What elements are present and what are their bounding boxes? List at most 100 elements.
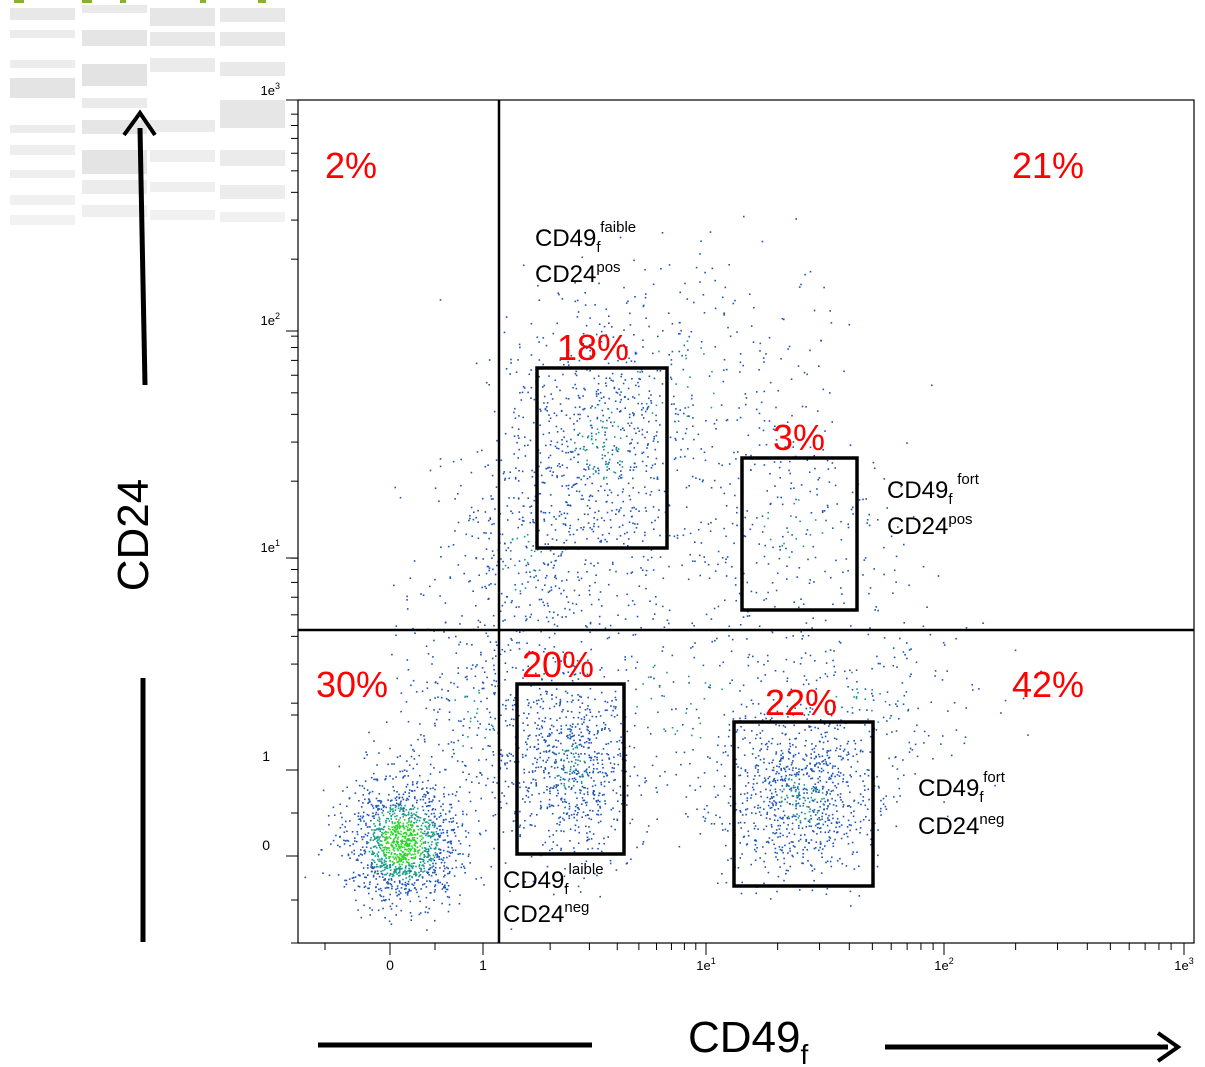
- event-dot: [812, 617, 814, 619]
- event-dot: [517, 359, 519, 361]
- event-dot: [597, 375, 600, 377]
- event-dot: [397, 821, 399, 823]
- event-dot: [450, 741, 453, 743]
- event-dot: [492, 614, 495, 617]
- event-dot: [558, 732, 561, 735]
- event-dot: [579, 397, 581, 399]
- event-dot: [798, 732, 801, 735]
- event-dot: [699, 833, 702, 835]
- event-dot: [577, 826, 580, 828]
- event-dot: [937, 575, 940, 577]
- event-dot: [626, 804, 628, 806]
- event-dot: [782, 834, 784, 837]
- event-dot: [406, 842, 409, 845]
- event-dot: [773, 800, 775, 802]
- event-dot: [790, 688, 793, 691]
- event-dot: [322, 872, 324, 874]
- event-dot: [795, 819, 797, 821]
- event-dot: [845, 781, 848, 783]
- event-dot: [476, 734, 479, 736]
- event-dot: [772, 780, 774, 783]
- event-dot: [388, 849, 391, 852]
- event-dot: [771, 826, 773, 828]
- event-dot: [582, 498, 584, 500]
- event-dot: [683, 528, 686, 530]
- event-dot: [846, 835, 849, 838]
- event-dot: [411, 790, 414, 792]
- event-dot: [618, 739, 621, 742]
- event-dot: [768, 837, 771, 839]
- event-dot: [405, 848, 407, 851]
- event-dot: [783, 767, 785, 770]
- event-dot: [781, 846, 784, 849]
- event-dot: [854, 748, 857, 750]
- event-dot: [603, 445, 606, 447]
- event-dot: [468, 791, 471, 794]
- event-dot: [815, 434, 818, 437]
- event-dot: [392, 846, 394, 848]
- event-dot: [580, 641, 583, 643]
- event-dot: [557, 784, 559, 786]
- event-dot: [848, 323, 851, 326]
- event-dot: [544, 768, 547, 770]
- event-dot: [802, 802, 805, 805]
- event-dot: [893, 569, 896, 572]
- event-dot: [408, 888, 410, 891]
- event-dot: [788, 788, 791, 791]
- event-dot: [560, 513, 563, 516]
- event-dot: [743, 793, 746, 795]
- event-dot: [448, 636, 450, 639]
- event-dot: [552, 725, 555, 728]
- event-dot: [783, 814, 786, 817]
- event-dot: [833, 830, 835, 833]
- event-dot: [755, 812, 757, 815]
- event-dot: [427, 871, 430, 874]
- event-dot: [436, 856, 438, 858]
- event-dot: [587, 415, 589, 418]
- event-dot: [427, 841, 430, 844]
- event-dot: [530, 685, 532, 687]
- event-dot: [797, 499, 800, 501]
- event-dot: [788, 832, 791, 834]
- event-dot: [384, 853, 387, 856]
- event-dot: [567, 364, 570, 366]
- event-dot: [822, 803, 825, 805]
- event-dot: [358, 854, 360, 857]
- event-dot: [449, 576, 452, 578]
- event-dot: [576, 781, 579, 783]
- event-dot: [730, 744, 733, 747]
- event-dot: [438, 858, 440, 860]
- event-dot: [619, 401, 622, 403]
- event-dot: [369, 839, 372, 841]
- event-dot: [800, 703, 802, 706]
- event-dot: [806, 718, 808, 720]
- event-dot: [399, 845, 401, 848]
- event-dot: [374, 829, 377, 831]
- event-dot: [356, 840, 358, 843]
- event-dot: [823, 808, 825, 810]
- event-dot: [402, 824, 405, 827]
- events-layer: [304, 215, 1042, 931]
- event-dot: [755, 408, 758, 411]
- event-dot: [416, 842, 418, 844]
- event-dot: [425, 645, 428, 647]
- event-dot: [477, 727, 480, 729]
- event-dot: [426, 787, 428, 789]
- event-dot: [400, 830, 402, 833]
- event-dot: [605, 772, 607, 775]
- event-dot: [408, 872, 411, 874]
- event-dot: [814, 467, 816, 470]
- event-dot: [482, 748, 484, 750]
- event-dot: [513, 453, 515, 455]
- event-dot: [571, 451, 574, 453]
- event-dot: [613, 716, 616, 718]
- event-dot: [739, 842, 741, 844]
- event-dot: [854, 742, 857, 745]
- event-dot: [510, 928, 513, 930]
- event-dot: [444, 621, 447, 624]
- event-dot: [791, 816, 794, 818]
- event-dot: [757, 807, 759, 809]
- event-dot: [675, 439, 677, 441]
- event-dot: [491, 523, 493, 526]
- event-dot: [417, 879, 419, 881]
